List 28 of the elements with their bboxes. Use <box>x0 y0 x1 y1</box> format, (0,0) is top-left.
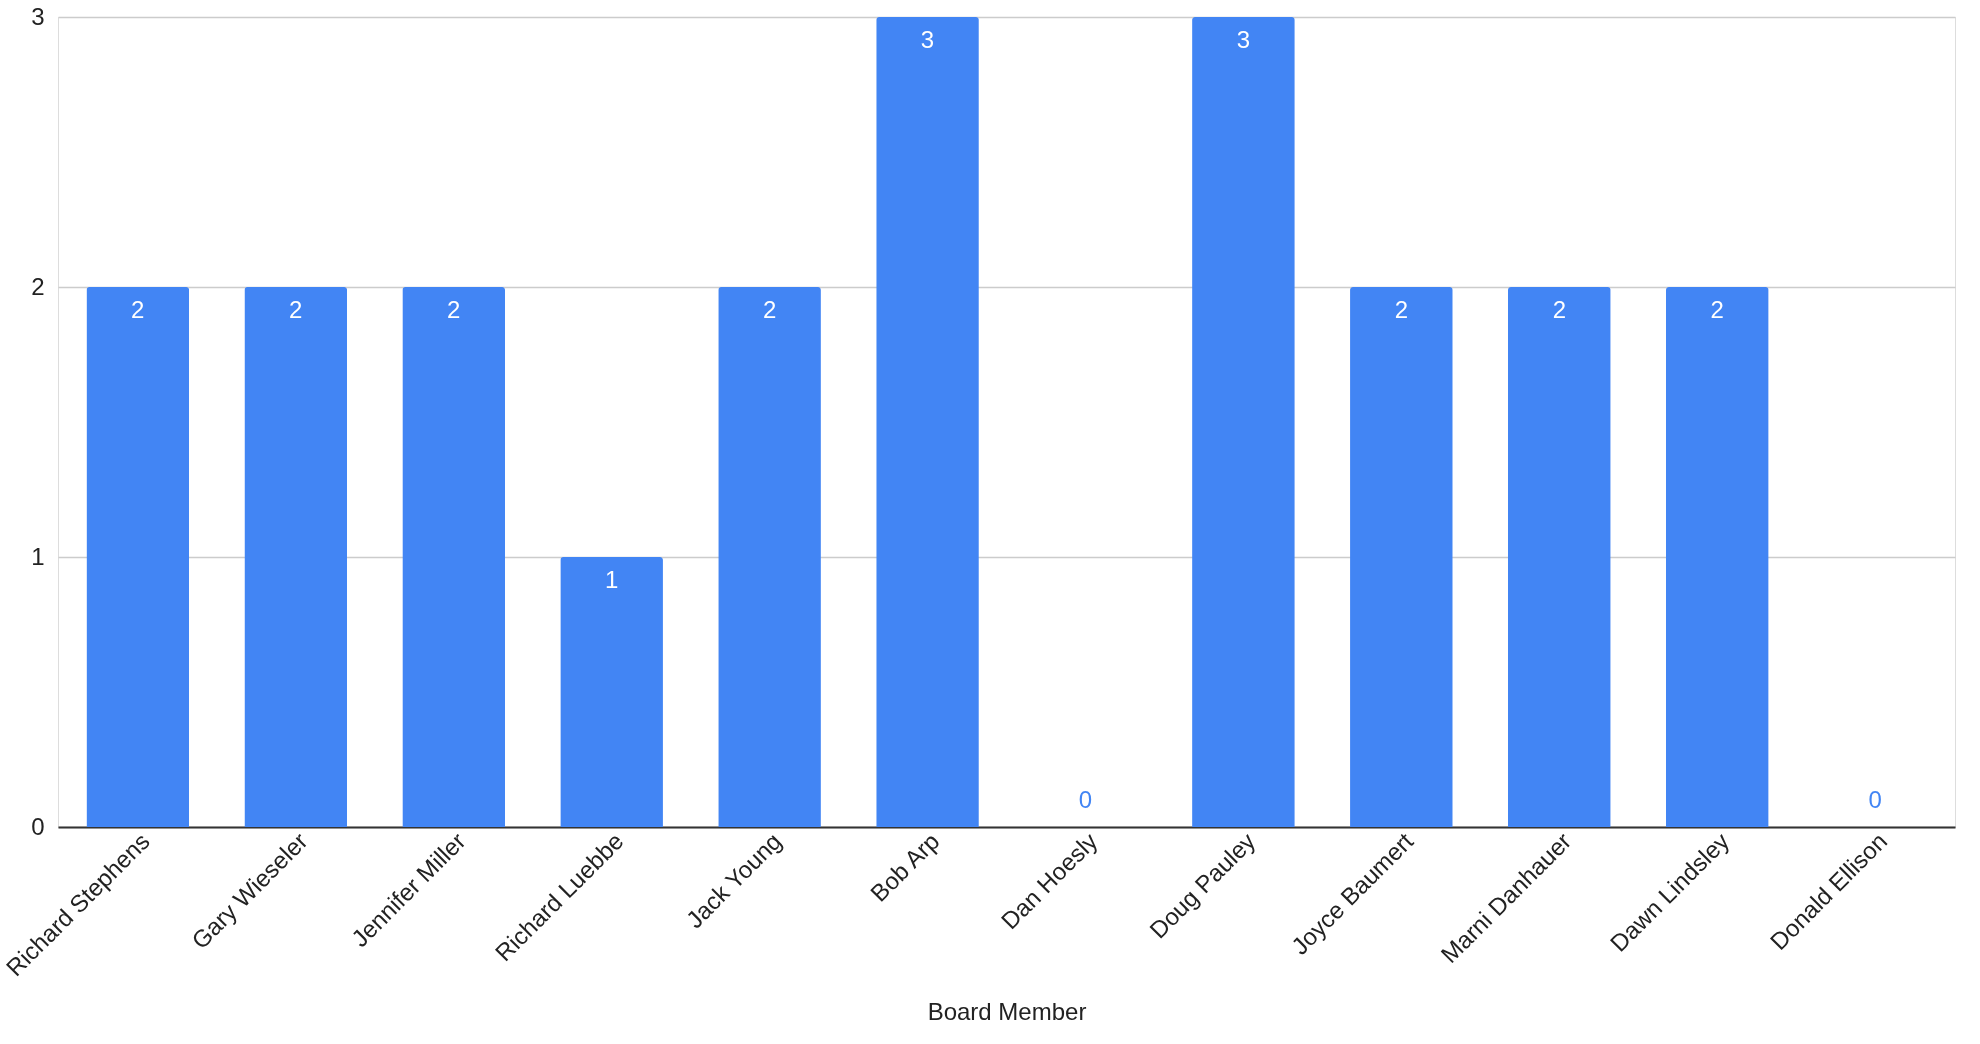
data-label: 2 <box>1394 296 1409 323</box>
bar <box>1350 287 1453 827</box>
bar <box>718 287 821 827</box>
data-label: 2 <box>1710 296 1724 323</box>
bar <box>1192 17 1295 827</box>
bar <box>86 287 190 827</box>
bar <box>402 287 505 827</box>
x-axis-title: Board Member <box>927 998 1087 1026</box>
data-label: 2 <box>1552 296 1567 323</box>
y-tick-label: 0 <box>31 812 45 840</box>
data-label: 0 <box>1868 786 1882 813</box>
bar <box>1508 287 1611 827</box>
data-label: 1 <box>604 566 619 593</box>
y-tick-label: 2 <box>31 272 45 300</box>
data-label: 2 <box>762 296 777 323</box>
y-tick-label: 3 <box>31 2 45 30</box>
bar <box>876 17 979 827</box>
y-tick-label: 1 <box>31 542 45 570</box>
data-label: 2 <box>289 296 303 323</box>
bar <box>244 287 348 827</box>
x-tick-label: Bob Arp <box>865 827 945 907</box>
data-label: 3 <box>1236 26 1251 53</box>
data-label: 0 <box>1078 786 1093 813</box>
data-label: 2 <box>446 296 461 323</box>
bar <box>1665 287 1769 827</box>
data-label: 3 <box>920 26 935 53</box>
bar <box>560 557 663 827</box>
data-label: 2 <box>131 296 145 323</box>
